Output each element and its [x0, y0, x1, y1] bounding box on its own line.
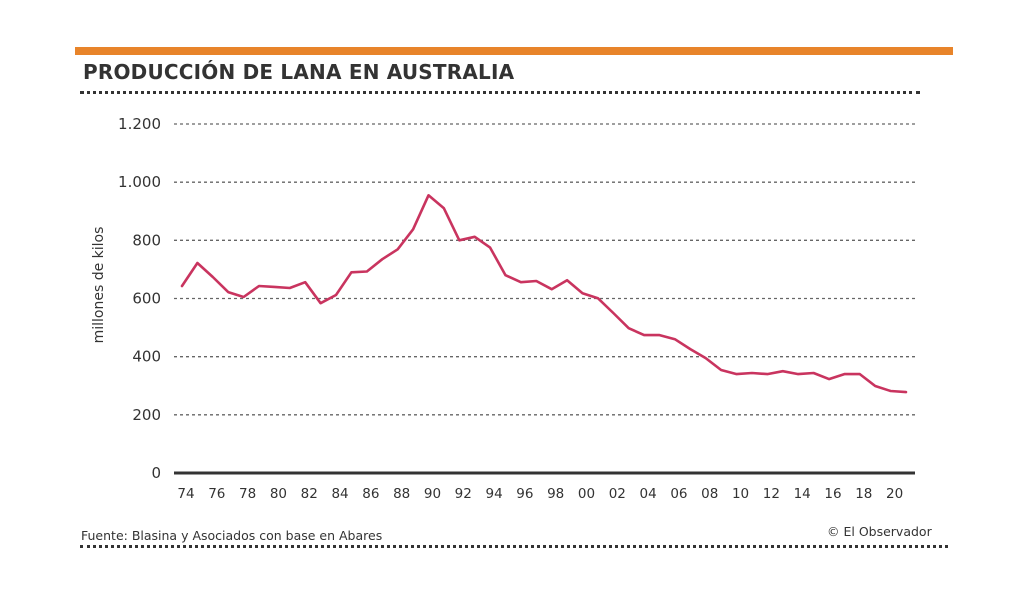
series-group	[180, 194, 908, 394]
x-tick-label: 08	[701, 486, 718, 502]
copyright-credit: © El Observador	[827, 524, 932, 539]
y-tick-label: 0	[151, 464, 161, 482]
x-tick-label: 20	[886, 486, 903, 502]
series-line	[180, 194, 908, 394]
title-divider	[80, 91, 920, 94]
y-axis-label: millones de kilos	[91, 227, 107, 344]
x-tick-label: 18	[855, 486, 872, 502]
x-tick-label: 82	[301, 486, 318, 502]
x-tick-label: 80	[270, 486, 287, 502]
x-tick-label: 06	[670, 486, 687, 502]
y-tick-label: 1.200	[118, 115, 161, 133]
x-tick-label: 98	[547, 486, 564, 502]
y-tick-labels: 0 200 400 600 800 1.000 1.200	[118, 115, 161, 482]
gridlines	[174, 123, 915, 416]
x-tick-label: 12	[763, 486, 780, 502]
x-tick-label: 14	[794, 486, 811, 502]
x-tick-label: 10	[732, 486, 749, 502]
y-tick-label: 1.000	[118, 173, 161, 191]
x-tick-label: 96	[516, 486, 533, 502]
x-tick-label: 00	[578, 486, 595, 502]
x-tick-label: 94	[485, 486, 502, 502]
x-tick-labels: 74 76 78 80 82 84 86 88 90 92 94 96 98 00 02 04 06 08 10 12…	[177, 486, 903, 502]
chart-title: PRODUCCIÓN DE LANA EN AUSTRALIA	[83, 60, 515, 84]
y-tick-label: 600	[132, 290, 161, 308]
x-tick-label: 86	[362, 486, 379, 502]
x-tick-label: 74	[177, 486, 194, 502]
accent-bar	[75, 47, 953, 55]
x-tick-label: 04	[640, 486, 657, 502]
x-tick-label: 78	[239, 486, 256, 502]
source-note: Fuente: Blasina y Asociados con base en …	[81, 528, 383, 543]
x-tick-label: 76	[208, 486, 225, 502]
y-tick-label: 800	[132, 231, 161, 249]
footer-divider	[80, 545, 948, 548]
y-tick-label: 400	[132, 348, 161, 366]
x-tick-label: 16	[824, 486, 841, 502]
y-tick-label: 200	[132, 406, 161, 424]
x-tick-label: 02	[609, 486, 626, 502]
x-tick-label: 90	[424, 486, 441, 502]
x-tick-label: 92	[455, 486, 472, 502]
x-tick-label: 84	[331, 486, 348, 502]
x-tick-label: 88	[393, 486, 410, 502]
